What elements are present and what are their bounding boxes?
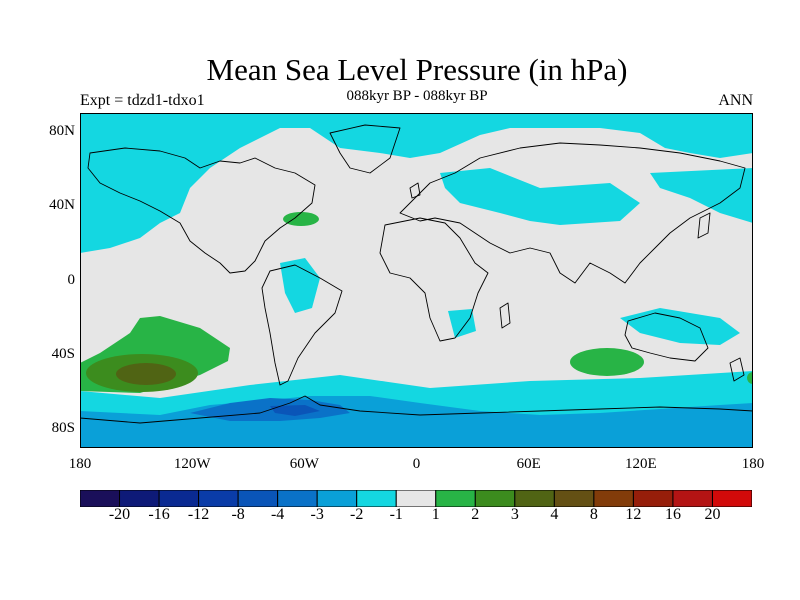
- australia-coast: [624, 312, 709, 362]
- longitude-tick-label: 180: [68, 456, 92, 472]
- colorbar-label: -1: [389, 506, 403, 523]
- longitude-tick-label: 180: [741, 456, 765, 472]
- colorbar-label: 16: [664, 506, 681, 523]
- madagascar-coast: [499, 302, 511, 329]
- latitude-tick-label: 80N: [49, 122, 75, 139]
- colorbar-swatch: [80, 490, 121, 507]
- uk-coast: [409, 182, 421, 199]
- negative-anomaly-darker: [270, 405, 320, 416]
- map-frame: [80, 113, 753, 448]
- colorbar-swatch: [119, 490, 160, 507]
- colorbar-swatch: [632, 490, 674, 507]
- colorbar-swatch: [514, 490, 555, 507]
- colorbar-label: 2: [471, 506, 480, 523]
- colorbar-label: -2: [350, 506, 364, 523]
- longitude-tick-label: 60W: [289, 456, 319, 472]
- colorbar-label: -16: [148, 506, 170, 523]
- colorbar-swatch: [553, 490, 595, 507]
- colorbar-label: -20: [108, 506, 131, 523]
- colorbar-label: 4: [550, 506, 559, 523]
- africa-coast: [379, 217, 489, 342]
- colorbar-label: -3: [310, 506, 324, 523]
- colorbar-label: -12: [187, 506, 210, 523]
- colorbar-swatch: [198, 490, 239, 507]
- colorbar-swatch: [395, 490, 437, 507]
- latitude-tick-label: 0: [67, 271, 76, 288]
- colorbar-label: 3: [510, 506, 519, 523]
- colorbar-label: 20: [704, 506, 721, 523]
- longitude-tick-label: 0: [412, 456, 421, 472]
- colorbar-label: 1: [431, 506, 440, 523]
- eurasia-coast: [399, 142, 746, 284]
- chart-title: Mean Sea Level Pressure (in hPa): [206, 52, 628, 87]
- japan-coast: [697, 212, 711, 239]
- antarctica-coast: [80, 395, 753, 424]
- colorbar-label: -4: [270, 506, 285, 523]
- colorbar-label: 12: [625, 506, 642, 523]
- colorbar-swatch: [435, 490, 476, 507]
- experiment-label: Expt = tdzd1-tdxo1: [80, 92, 205, 109]
- colorbar-swatch: [593, 490, 634, 507]
- colorbar-swatch: [474, 490, 516, 507]
- longitude-tick-label: 120W: [173, 456, 211, 472]
- latitude-tick-label: 80S: [51, 420, 75, 437]
- colorbar: [80, 490, 752, 507]
- north-america-coast: [87, 147, 316, 274]
- colorbar-swatch: [356, 490, 397, 507]
- chart-subtitle: 088kyr BP - 088kyr BP: [346, 88, 488, 104]
- colorbar-label: -8: [231, 506, 245, 523]
- coastlines: [80, 124, 753, 424]
- colorbar-swatch: [672, 490, 713, 507]
- pressure-map: [80, 113, 753, 448]
- colorbar-label: 8: [589, 506, 598, 523]
- positive-anomaly-dark: [116, 363, 176, 385]
- colorbar-swatch: [711, 490, 752, 507]
- south-america-coast: [261, 264, 343, 386]
- colorbar-swatch: [277, 490, 318, 507]
- greenland-coast: [329, 124, 401, 174]
- season-label: ANN: [718, 92, 753, 109]
- colorbar-swatch: [316, 490, 358, 507]
- latitude-tick-label: 40N: [49, 197, 75, 214]
- latitude-tick-label: 40S: [51, 345, 75, 362]
- colorbar-swatch: [158, 490, 200, 507]
- longitude-tick-label: 60E: [516, 456, 541, 472]
- new-zealand-coast: [729, 357, 745, 382]
- colorbar-swatch: [237, 490, 279, 507]
- longitude-tick-label: 120E: [624, 456, 657, 472]
